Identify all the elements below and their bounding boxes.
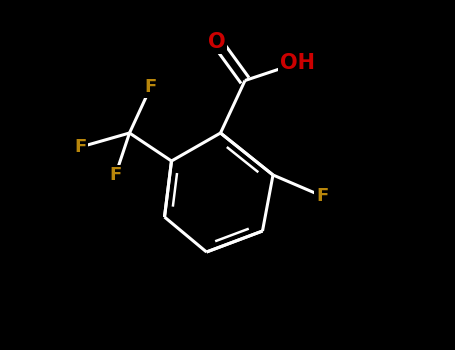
Text: O: O [208, 32, 226, 52]
Text: F: F [144, 78, 157, 97]
Text: OH: OH [280, 53, 315, 73]
Text: F: F [109, 166, 121, 184]
Text: F: F [316, 187, 328, 205]
Text: F: F [74, 138, 86, 156]
